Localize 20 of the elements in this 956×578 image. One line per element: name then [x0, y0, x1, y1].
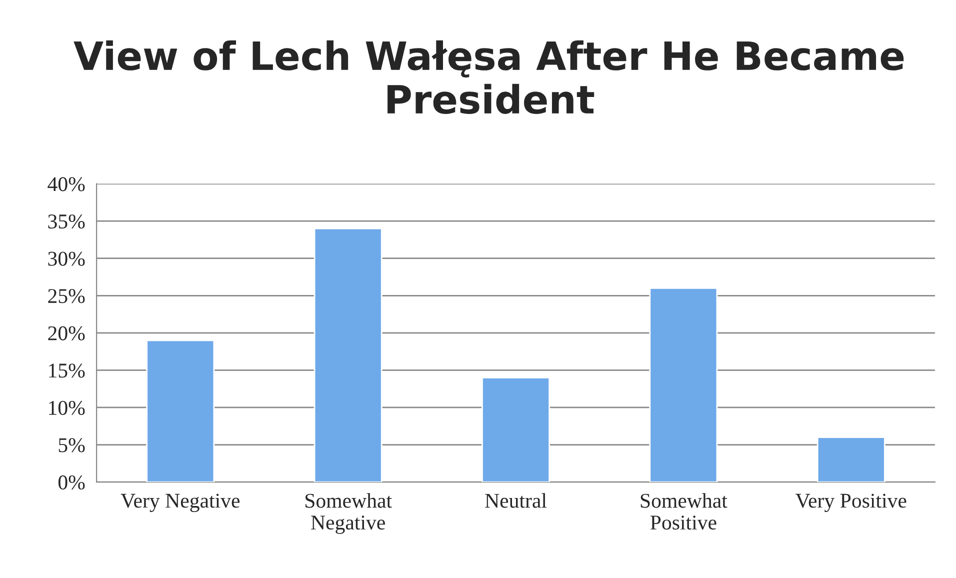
- bar: [146, 340, 215, 482]
- y-tick-label: 35%: [48, 214, 85, 229]
- x-tick-label: Somewhat Positive: [640, 493, 728, 530]
- bar: [314, 228, 382, 482]
- y-tick-label: 30%: [48, 252, 85, 266]
- chart-title: View of Lech Wałęsa After He Became President: [74, 40, 904, 114]
- y-tick-label: 40%: [48, 177, 85, 192]
- bar: [649, 287, 718, 482]
- x-tick-label: Very Negative: [120, 494, 240, 512]
- y-tick-label: 25%: [48, 289, 85, 304]
- y-tick-label: 0%: [58, 475, 85, 490]
- bar: [482, 376, 550, 482]
- x-tick-label: Neutral: [485, 493, 547, 508]
- x-tick-label: Very Positive: [796, 494, 906, 512]
- y-tick-label: 15%: [49, 364, 85, 378]
- y-tick-label: 20%: [48, 326, 85, 340]
- y-tick-label: 10%: [49, 400, 85, 415]
- bar: [816, 436, 886, 482]
- y-tick-label: 5%: [58, 438, 85, 452]
- x-tick-label: Somewhat Negative: [305, 493, 392, 534]
